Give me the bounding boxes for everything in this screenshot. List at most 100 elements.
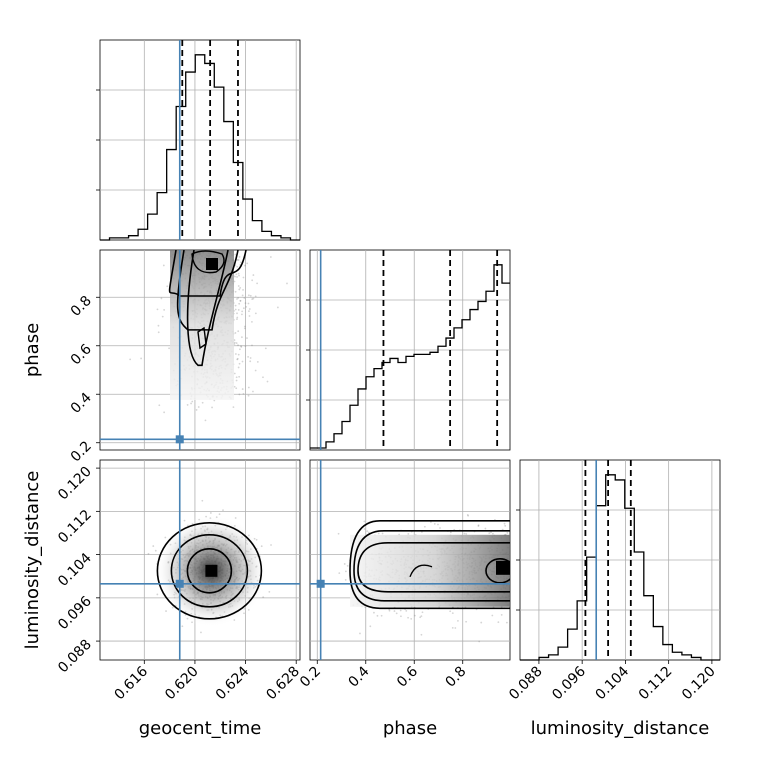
sample-point: [236, 259, 239, 261]
sample-point: [237, 297, 240, 299]
sample-point: [240, 261, 242, 264]
sample-point: [241, 336, 243, 339]
sample-point: [511, 558, 513, 560]
sample-point: [488, 532, 491, 535]
sample-point: [419, 616, 422, 619]
sample-point: [467, 514, 470, 517]
density-peak: [205, 564, 218, 577]
sample-point: [218, 242, 220, 244]
density-panel-geocent_time-luminosity_distance: [147, 499, 272, 634]
sample-point: [178, 247, 180, 249]
ytick-label-phase: 0.8: [68, 293, 95, 320]
sample-point: [480, 621, 483, 624]
sample-point: [515, 615, 517, 617]
sample-point: [213, 399, 216, 402]
sample-point: [505, 621, 508, 624]
sample-point: [234, 275, 236, 278]
sample-point: [251, 298, 254, 301]
sample-point: [515, 545, 517, 547]
sample-point: [276, 306, 279, 309]
sample-point: [233, 385, 236, 388]
sample-point: [500, 613, 503, 616]
sample-point: [247, 386, 250, 389]
sample-point: [160, 297, 163, 300]
sample-point: [242, 392, 245, 395]
xlabel-luminosity_distance: luminosity_distance: [531, 718, 710, 739]
sample-point: [236, 298, 238, 300]
sample-point: [237, 353, 240, 356]
sample-point: [344, 578, 347, 581]
sample-point: [244, 264, 246, 267]
sample-point: [514, 581, 516, 583]
sample-point: [516, 567, 518, 569]
xtick-label-geocent_time: 0.616: [111, 663, 151, 703]
sample-point: [236, 312, 238, 315]
sample-point: [251, 321, 253, 323]
sample-point: [514, 571, 516, 573]
sample-point: [238, 256, 241, 258]
sample-point: [264, 347, 267, 350]
sample-point: [222, 509, 224, 511]
ytick-label-phase: 0.4: [68, 390, 95, 417]
sample-point: [236, 318, 238, 321]
sample-point: [337, 532, 340, 535]
sample-point: [451, 626, 454, 629]
sample-point: [420, 615, 423, 618]
sample-point: [152, 545, 155, 547]
sample-point: [251, 344, 253, 347]
sample-point: [492, 532, 494, 535]
sample-point: [233, 280, 236, 283]
sample-point: [218, 513, 221, 516]
sample-point: [376, 614, 379, 617]
sample-point: [241, 313, 243, 316]
sample-point: [254, 369, 257, 372]
sample-point: [512, 569, 514, 571]
sample-point: [243, 297, 246, 299]
sample-point: [236, 357, 239, 360]
sample-point: [214, 244, 216, 246]
xtick-label-phase: 0.6: [394, 663, 421, 690]
ytick-label-luminosity_distance: 0.112: [55, 507, 95, 547]
density-peak: [496, 560, 510, 575]
sample-point: [241, 388, 244, 390]
sample-point: [249, 294, 252, 297]
sample-point: [242, 289, 244, 291]
sample-point: [158, 404, 161, 407]
sample-point: [513, 578, 515, 580]
contour-geocent-lumdist: [156, 522, 263, 620]
sample-point: [238, 288, 241, 291]
ytick-label-luminosity_distance: 0.088: [55, 637, 95, 677]
sample-point: [463, 532, 466, 535]
sample-point: [513, 572, 515, 574]
sample-point: [183, 519, 186, 522]
sample-point: [465, 533, 468, 535]
contour-phase-lumdist: [485, 558, 510, 584]
sample-point: [338, 572, 341, 575]
sample-point: [157, 331, 160, 334]
sample-point: [421, 611, 424, 614]
xtick-label-luminosity_distance: 0.104: [593, 663, 633, 703]
sample-point: [363, 528, 366, 530]
sample-point: [207, 246, 209, 248]
sample-point: [514, 582, 516, 584]
sample-point: [234, 253, 237, 256]
sample-point: [377, 532, 380, 535]
sample-point: [163, 309, 166, 311]
xlabel-geocent_time: geocent_time: [139, 718, 262, 739]
sample-point: [154, 549, 157, 552]
sample-point: [247, 394, 250, 397]
sample-point: [200, 631, 202, 634]
sample-point: [234, 517, 237, 519]
sample-point: [369, 625, 372, 628]
sample-point: [239, 299, 242, 302]
sample-point: [511, 590, 513, 592]
sample-point: [513, 534, 515, 536]
sample-point: [457, 619, 459, 622]
sample-point: [241, 360, 244, 363]
sample-point: [359, 632, 361, 635]
sample-point: [393, 610, 396, 612]
sample-point: [512, 546, 514, 548]
sample-point: [504, 524, 507, 527]
sample-point: [515, 583, 517, 585]
histogram-geocent_time: [100, 54, 300, 241]
